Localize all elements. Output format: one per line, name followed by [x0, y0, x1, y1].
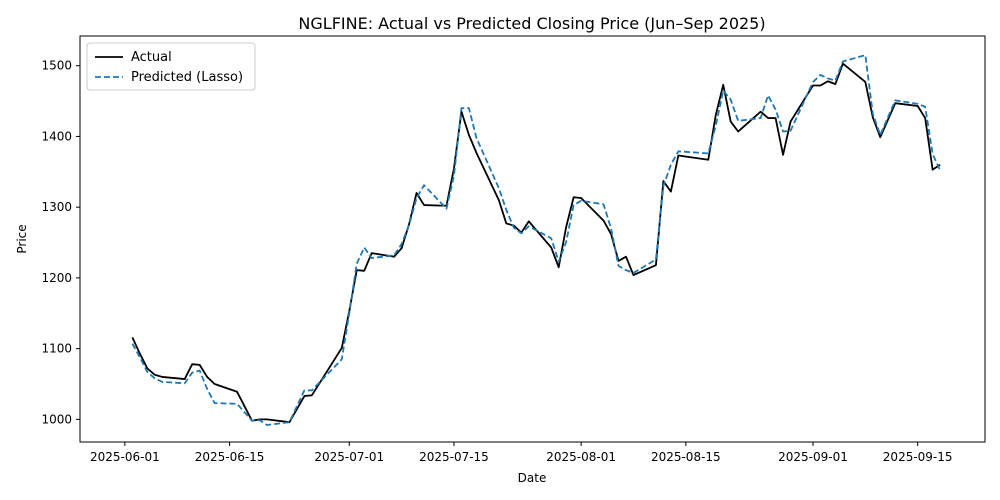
x-tick-label: 2025-08-15 — [651, 450, 721, 464]
y-tick-label: 1500 — [41, 59, 72, 73]
x-tick-label: 2025-06-15 — [195, 450, 265, 464]
x-tick-label: 2025-09-15 — [883, 450, 953, 464]
y-tick-label: 1000 — [41, 412, 72, 426]
y-tick-label: 1100 — [41, 342, 72, 356]
x-tick-label: 2025-08-01 — [546, 450, 616, 464]
x-tick-label: 2025-06-01 — [90, 450, 160, 464]
plot-area — [80, 36, 985, 442]
x-tick-label: 2025-09-01 — [778, 450, 848, 464]
y-axis-label: Price — [15, 224, 29, 253]
y-tick-label: 1200 — [41, 271, 72, 285]
y-tick-label: 1300 — [41, 200, 72, 214]
legend: Actual Predicted (Lasso) — [87, 43, 255, 90]
plot-background — [80, 36, 985, 442]
y-tick-label: 1400 — [41, 129, 72, 143]
legend-label-predicted: Predicted (Lasso) — [131, 70, 243, 85]
x-tick-label: 2025-07-01 — [314, 450, 384, 464]
x-tick-label: 2025-07-15 — [419, 450, 489, 464]
legend-label-actual: Actual — [131, 50, 172, 65]
chart-title: NGLFINE: Actual vs Predicted Closing Pri… — [298, 14, 765, 33]
x-axis-label: Date — [518, 471, 547, 485]
